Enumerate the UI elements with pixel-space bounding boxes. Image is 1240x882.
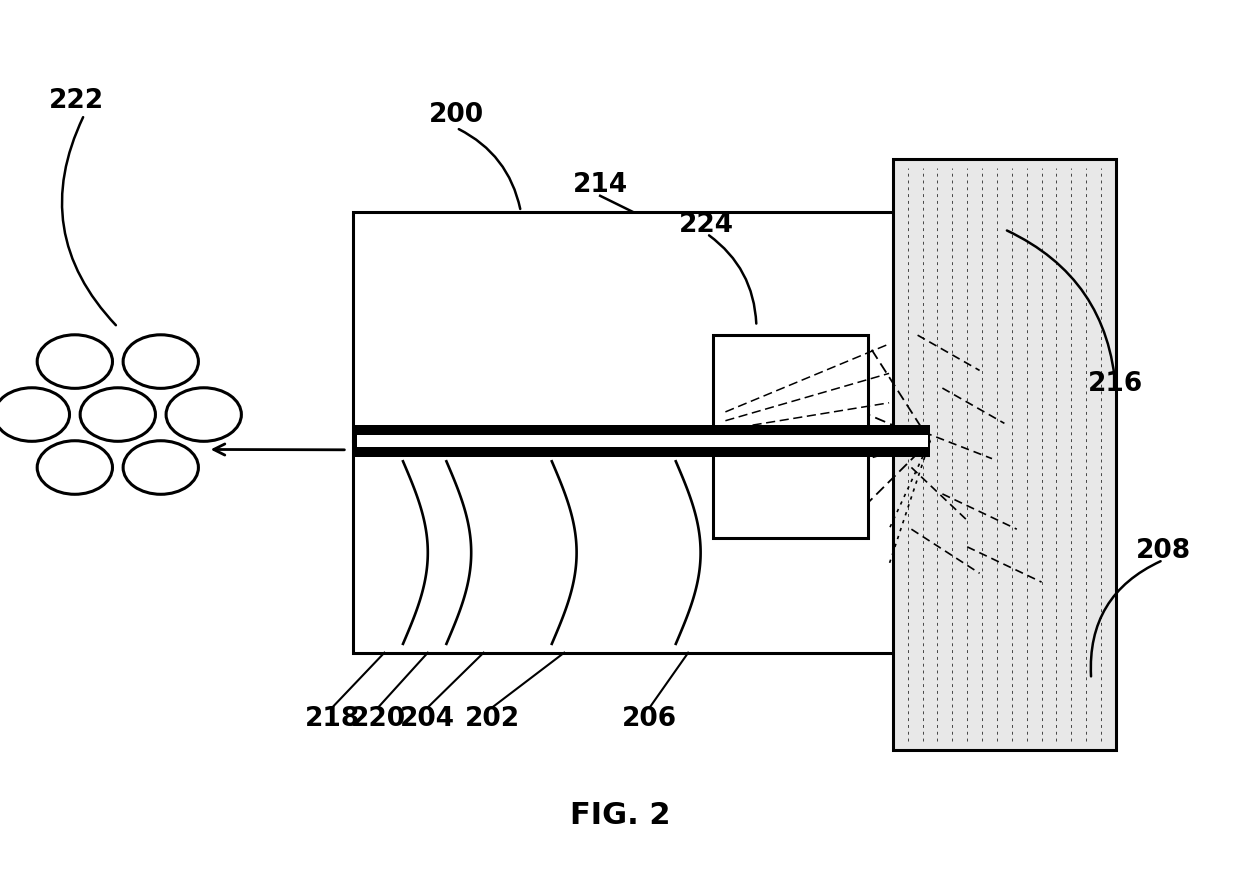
Circle shape: [37, 335, 113, 388]
Circle shape: [37, 441, 113, 494]
Text: 222: 222: [50, 88, 104, 115]
Bar: [353, 425, 930, 457]
Text: 208: 208: [1136, 538, 1190, 564]
Circle shape: [0, 388, 69, 441]
Bar: [357, 435, 928, 447]
Bar: [893, 159, 1116, 750]
Bar: [713, 335, 868, 538]
Circle shape: [123, 441, 198, 494]
Circle shape: [123, 335, 198, 388]
Circle shape: [166, 388, 242, 441]
Text: 216: 216: [1089, 370, 1143, 397]
Bar: [353, 212, 936, 441]
Text: 200: 200: [429, 101, 484, 128]
Text: 204: 204: [401, 706, 455, 732]
Text: 218: 218: [305, 706, 360, 732]
Text: 202: 202: [465, 706, 520, 732]
Text: 220: 220: [351, 706, 405, 732]
Text: 206: 206: [622, 706, 677, 732]
Bar: [893, 425, 930, 457]
Text: 214: 214: [573, 172, 627, 198]
Text: FIG. 2: FIG. 2: [569, 802, 671, 830]
Bar: [353, 441, 936, 653]
Text: 224: 224: [680, 212, 734, 238]
Circle shape: [81, 388, 155, 441]
